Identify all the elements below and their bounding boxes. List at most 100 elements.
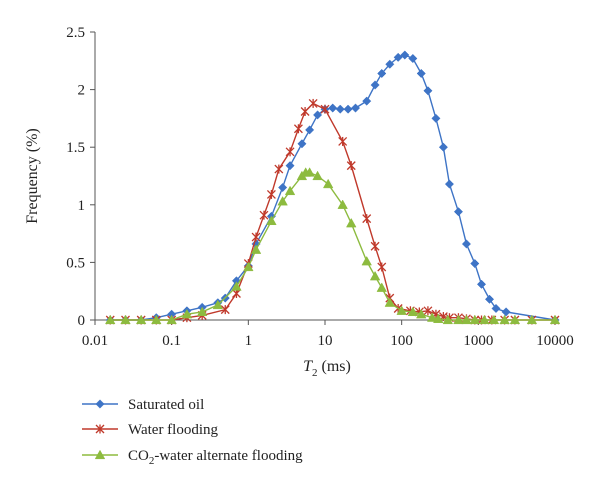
data-point [284,185,296,196]
legend-label-part: -water alternate flooding [154,448,303,464]
data-point [470,258,480,269]
data-point [484,294,495,304]
data-point [151,314,162,325]
data-point [400,50,410,60]
data-point [461,314,472,325]
legend-marker [94,449,106,460]
data-point [196,306,208,317]
data-point [461,239,472,249]
data-point [212,299,224,310]
data-point [444,179,455,189]
x-tick-label: 0.01 [82,333,108,349]
data-point [313,110,323,120]
data-point [423,86,433,96]
data-point [377,262,387,272]
data-point [549,314,561,325]
legend-item: Saturated oil [82,397,204,413]
x-axis-title-sub: 2 [312,367,318,379]
data-point [304,167,315,177]
data-point [370,241,380,251]
data-point [385,59,395,69]
data-point [285,147,295,157]
data-point [438,142,448,152]
data-point [431,113,441,123]
series-line [110,102,555,321]
data-point [362,96,372,106]
data-point [105,314,116,325]
data-point [453,207,463,217]
legend-label-part: CO [128,448,149,464]
series-1 [105,98,560,325]
data-point [320,104,330,114]
data-point [377,68,387,79]
data-point [166,314,177,325]
legend-label-sub: 2 [149,455,155,467]
data-point [343,104,353,114]
legend: Saturated oil Water flooding CO2-water alt… [82,397,303,467]
y-tick-label: 2 [78,83,86,99]
data-point [476,279,487,289]
data-point [250,244,262,254]
data-point [350,103,361,113]
data-point [361,255,372,266]
data-point [266,215,277,226]
data-point [259,210,269,220]
data-point [433,313,444,323]
data-point [426,312,438,322]
data-point [274,164,284,174]
legend-marker [95,399,105,409]
data-point [266,189,276,199]
data-point [308,98,318,108]
data-point [376,282,387,292]
data-point [453,314,464,325]
legend-label: CO2-water alternate flooding [128,448,303,467]
y-tick-label: 1.5 [66,140,85,156]
x-axis-title: T2 (ms) [303,358,351,379]
y-tick-label: 2.5 [66,25,85,41]
data-point [243,261,254,272]
data-point [408,53,418,64]
x-axis-title-main: T [303,358,313,375]
legend-item: Water flooding [82,422,219,438]
legend-label: Water flooding [128,422,219,438]
data-point [338,136,348,146]
x-tick-label: 100 [390,333,413,349]
y-tick-label: 0 [78,313,86,329]
data-point [277,196,288,206]
x-axis-title-unit: (ms) [318,358,351,375]
data-point [220,305,230,315]
data-point [278,182,288,193]
data-point [499,314,510,325]
data-point [416,68,426,79]
data-point [384,297,396,307]
data-point [293,124,303,134]
data-point [328,103,338,113]
data-point [396,305,407,315]
data-point [509,314,521,325]
x-tick-label: 1 [245,333,253,349]
data-point [370,80,380,90]
data-point [362,214,372,224]
legend-label: Saturated oil [128,397,204,413]
data-point [416,308,427,319]
data-point [346,217,357,228]
series-2 [105,167,561,325]
data-point [407,306,419,317]
data-point [346,161,356,171]
x-tick-label: 10 [318,333,333,349]
legend-marker [95,424,105,434]
data-point [393,52,403,62]
data-point [337,199,348,209]
legend-item: CO2-water alternate flooding [82,448,303,467]
data-point [479,314,490,325]
data-point [369,270,381,281]
data-point [491,303,501,314]
data-point [423,306,433,316]
data-point [488,314,500,325]
series-layer [105,50,561,325]
data-point [526,314,538,325]
data-point [501,307,511,317]
y-axis-title: Frequency (%) [24,128,41,224]
